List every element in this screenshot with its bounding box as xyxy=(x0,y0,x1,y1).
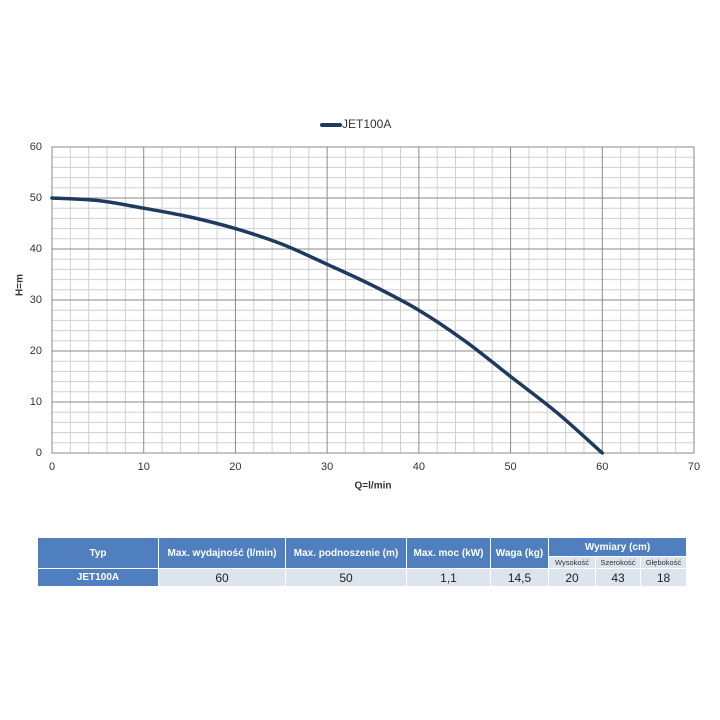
y-tick-label: 0 xyxy=(36,447,42,459)
y-tick-label: 20 xyxy=(30,345,42,357)
y-axis-label: H=m xyxy=(15,274,26,296)
data-line xyxy=(50,196,605,455)
x-tick-label: 0 xyxy=(49,461,55,473)
spec-table: Typ Max. wydajność (l/min) Max. podnosze… xyxy=(37,537,688,587)
header-cell: Max. moc (kW) xyxy=(406,537,491,569)
x-axis-label: Q=l/min xyxy=(355,481,392,492)
x-tick-label: 10 xyxy=(138,461,150,473)
y-tick-label: 10 xyxy=(30,396,42,408)
y-tick-label: 40 xyxy=(30,243,42,255)
x-tick-label: 30 xyxy=(321,461,333,473)
y-tick-label: 50 xyxy=(30,192,42,204)
table-cell: 50 xyxy=(285,568,407,587)
y-tick-label: 60 xyxy=(30,141,42,153)
table-cell: 20 xyxy=(548,568,596,587)
legend-label: JET100A xyxy=(342,117,391,131)
plot-frame xyxy=(51,146,695,454)
y-tick-label: 30 xyxy=(30,294,42,306)
chart: H=m Q=l/min 0 10 20 30 40 50 60 70 0 10 20 30 40 50 60… xyxy=(15,117,700,492)
x-tick-label: 20 xyxy=(229,461,241,473)
header-cell: Waga (kg) xyxy=(490,537,549,569)
header-cell: Max. podnoszenie (m) xyxy=(285,537,407,569)
table-cell: 14,5 xyxy=(490,568,549,587)
header-cell: Typ xyxy=(37,537,159,569)
x-tick-label: 70 xyxy=(688,461,700,473)
x-tick-label: 60 xyxy=(596,461,608,473)
table-cell: JET100A xyxy=(37,568,159,587)
table-cell: 43 xyxy=(595,568,641,587)
x-tick-label: 50 xyxy=(504,461,516,473)
table-cell: 1,1 xyxy=(406,568,491,587)
subheader-cell: Wysokość xyxy=(548,556,596,569)
subheader-cell: Szerokość xyxy=(595,556,641,569)
subheader-cell: Głębokość xyxy=(639,556,688,569)
table-cell: 18 xyxy=(639,568,688,587)
header-cell: Max. wydajność (l/min) xyxy=(158,537,286,569)
x-tick-label: 40 xyxy=(413,461,425,473)
header-cell: Wymiary (cm) xyxy=(547,537,688,557)
table-cell: 60 xyxy=(158,568,286,587)
